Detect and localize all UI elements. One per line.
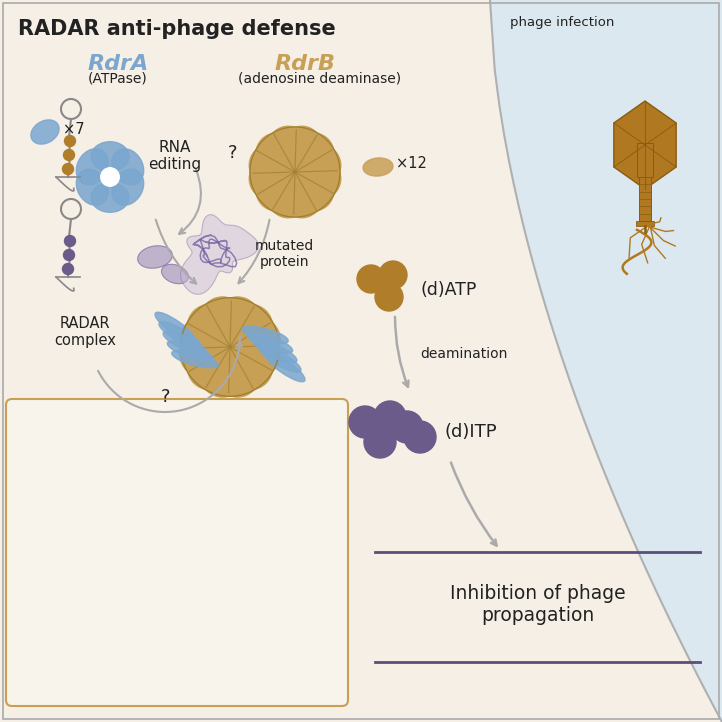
Circle shape (180, 332, 224, 377)
Circle shape (64, 149, 74, 160)
Circle shape (404, 421, 436, 453)
Text: ×12: ×12 (396, 157, 427, 172)
Bar (638, 177, 651, 221)
Ellipse shape (159, 322, 201, 348)
Ellipse shape (163, 331, 207, 355)
Circle shape (268, 178, 308, 218)
Circle shape (188, 345, 232, 390)
Circle shape (180, 318, 224, 362)
Circle shape (249, 159, 290, 199)
Text: (ATPase): (ATPase) (88, 72, 148, 86)
Polygon shape (180, 214, 258, 295)
Ellipse shape (77, 169, 108, 205)
Text: RdrB: RdrB (274, 54, 336, 74)
Text: ×7: ×7 (63, 123, 84, 137)
FancyBboxPatch shape (6, 399, 348, 706)
Text: ?: ? (228, 144, 238, 162)
Ellipse shape (242, 326, 288, 344)
Text: RADAR anti-phage defense: RADAR anti-phage defense (18, 19, 336, 39)
Ellipse shape (112, 149, 144, 185)
Ellipse shape (248, 333, 292, 353)
Circle shape (236, 332, 280, 377)
Circle shape (101, 168, 119, 186)
Ellipse shape (162, 264, 188, 284)
Circle shape (349, 406, 381, 438)
Circle shape (256, 170, 297, 211)
Text: deamination: deamination (420, 347, 508, 361)
Circle shape (215, 297, 259, 341)
Ellipse shape (259, 346, 301, 373)
Circle shape (236, 318, 280, 362)
Text: RNA
editing: RNA editing (149, 140, 201, 173)
Ellipse shape (31, 120, 59, 144)
Polygon shape (490, 0, 722, 722)
Circle shape (294, 170, 334, 211)
Circle shape (357, 265, 385, 293)
Text: RdrA: RdrA (87, 54, 149, 74)
Circle shape (64, 136, 76, 147)
Circle shape (282, 126, 322, 167)
Bar (636, 221, 654, 226)
Circle shape (375, 283, 403, 311)
Text: (d)ATP: (d)ATP (420, 281, 477, 299)
Circle shape (391, 411, 423, 443)
Ellipse shape (91, 183, 129, 212)
Text: mutated
protein: mutated protein (255, 239, 314, 269)
Circle shape (206, 323, 254, 371)
Circle shape (256, 133, 297, 173)
Circle shape (300, 159, 341, 199)
Circle shape (228, 305, 272, 349)
Circle shape (282, 178, 322, 218)
Circle shape (188, 305, 232, 349)
Circle shape (249, 145, 290, 186)
Circle shape (300, 145, 341, 186)
Polygon shape (614, 101, 677, 189)
Circle shape (64, 250, 74, 261)
Ellipse shape (91, 142, 129, 171)
Circle shape (273, 149, 317, 194)
Ellipse shape (138, 245, 173, 269)
Ellipse shape (265, 352, 305, 382)
Circle shape (268, 126, 308, 167)
Circle shape (63, 163, 74, 175)
Circle shape (364, 426, 396, 458)
Circle shape (228, 345, 272, 390)
Circle shape (201, 353, 245, 397)
Bar (637, 144, 653, 177)
Ellipse shape (155, 312, 195, 342)
Ellipse shape (168, 341, 213, 361)
Text: (d)ITP: (d)ITP (445, 423, 497, 441)
Text: phage infection: phage infection (510, 16, 614, 29)
Text: (adenosine deaminase): (adenosine deaminase) (238, 72, 401, 86)
Text: RADAR
complex: RADAR complex (54, 316, 116, 348)
Ellipse shape (77, 149, 108, 185)
Circle shape (63, 264, 74, 274)
Circle shape (64, 235, 76, 246)
Circle shape (201, 297, 245, 341)
Circle shape (374, 401, 406, 433)
Ellipse shape (253, 339, 297, 362)
Circle shape (215, 353, 259, 397)
Text: ?: ? (160, 388, 170, 406)
Text: Inhibition of phage
propagation: Inhibition of phage propagation (451, 584, 626, 625)
Ellipse shape (112, 169, 144, 205)
Circle shape (294, 133, 334, 173)
Ellipse shape (172, 350, 218, 367)
Ellipse shape (363, 158, 393, 176)
Circle shape (379, 261, 407, 289)
